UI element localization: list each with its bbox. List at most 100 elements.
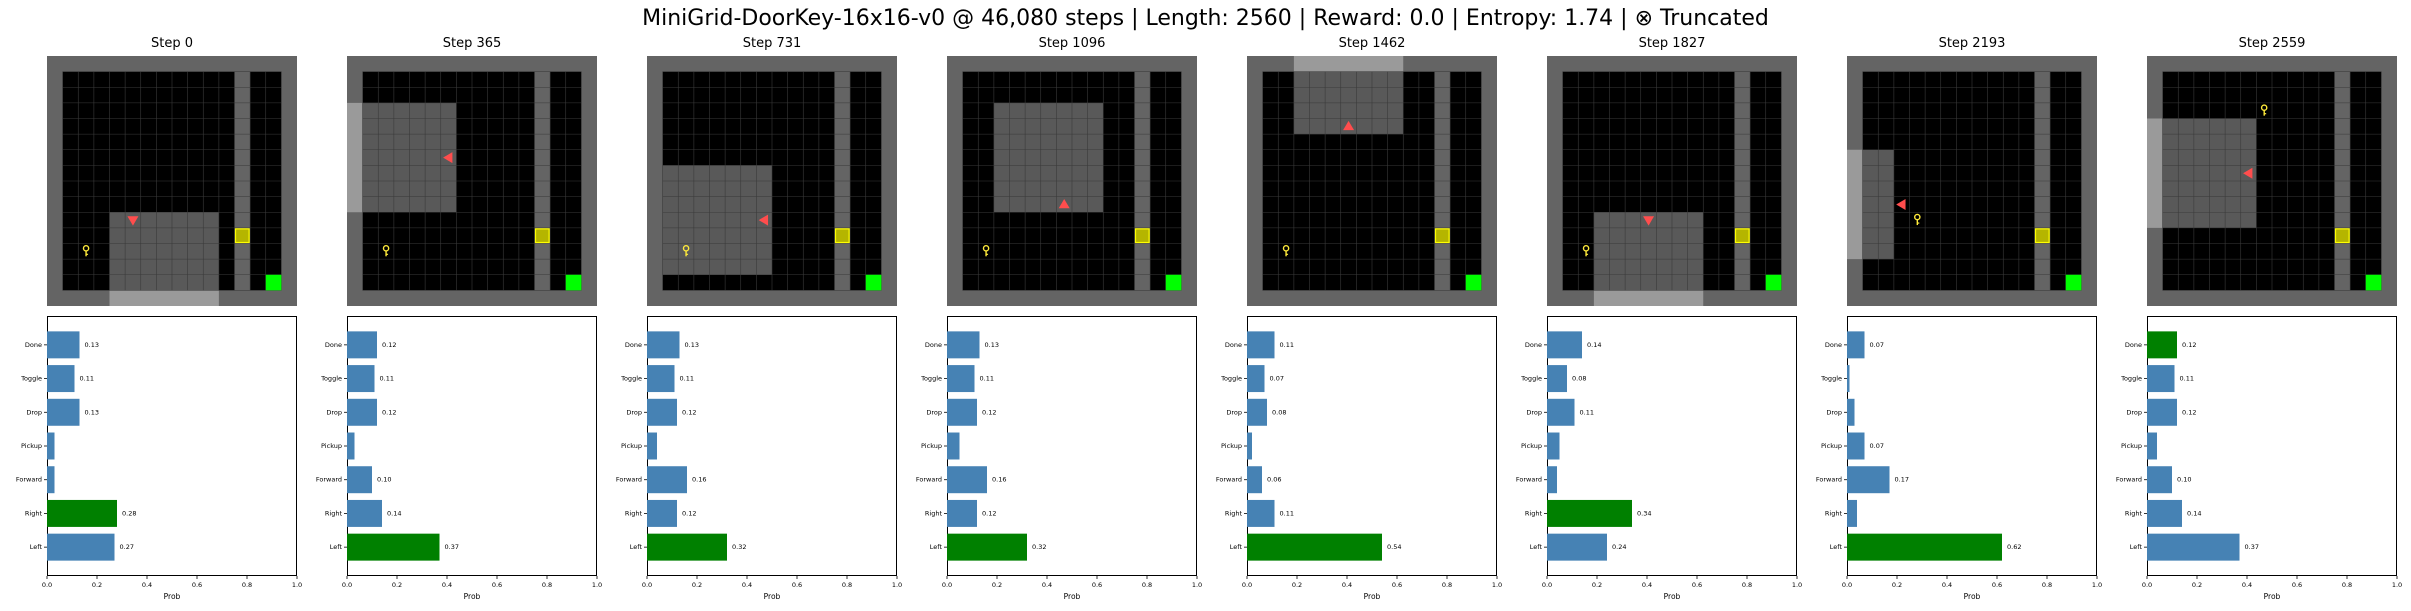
- door-icon: [2334, 228, 2350, 244]
- y-tick-label: Toggle: [920, 375, 942, 383]
- y-tick-label: Drop: [626, 408, 642, 416]
- y-tick-label: Right: [925, 509, 943, 517]
- bar-forward: [1547, 466, 1557, 494]
- x-tick-label: 0.4: [1642, 581, 1652, 589]
- bar-right: [1847, 499, 1857, 527]
- y-tick-label: Drop: [926, 408, 942, 416]
- data-label: 0.11: [1280, 341, 1294, 349]
- y-tick-label: Forward: [316, 476, 342, 484]
- y-tick-label: Pickup: [921, 442, 942, 450]
- bar-drop: [2147, 398, 2177, 426]
- x-tick-label: 0.8: [1142, 581, 1152, 589]
- x-axis-label: Prob: [1664, 592, 1681, 601]
- data-label: 0.14: [1587, 341, 1601, 349]
- y-tick-label: Pickup: [321, 442, 342, 450]
- action-prob-chart: Done 0.13 Toggle 0.11 Drop 0.12 Pickup Forward 0…: [616, 316, 902, 601]
- bar-forward: [1847, 466, 1890, 494]
- axes-frame: [347, 316, 597, 576]
- y-tick-label: Left: [30, 543, 43, 551]
- data-label: 0.12: [2182, 408, 2196, 416]
- bar-drop: [1247, 398, 1267, 426]
- x-tick-label: 0.2: [92, 581, 102, 589]
- agent-icon: [443, 152, 453, 164]
- x-tick-label: 0.8: [842, 581, 852, 589]
- bar-drop: [1847, 398, 1855, 426]
- x-tick-label: 0.6: [1992, 581, 2002, 589]
- bar-left: [347, 533, 440, 561]
- data-label: 0.32: [1032, 543, 1046, 551]
- data-label: 0.16: [992, 476, 1006, 484]
- y-tick-label: Drop: [26, 408, 42, 416]
- x-tick-label: 1.0: [2392, 581, 2402, 589]
- x-tick-label: 0.2: [992, 581, 1002, 589]
- data-label: 0.06: [1267, 476, 1281, 484]
- data-label: 0.12: [682, 509, 696, 517]
- y-tick-label: Forward: [16, 476, 42, 484]
- agent-icon: [127, 216, 139, 226]
- y-tick-label: Pickup: [1821, 442, 1842, 450]
- bar-right: [1247, 499, 1275, 527]
- data-label: 0.34: [1637, 509, 1651, 517]
- y-tick-label: Pickup: [21, 442, 42, 450]
- x-tick-label: 0.0: [942, 581, 952, 589]
- y-tick-label: Right: [325, 509, 343, 517]
- x-tick-label: 0.8: [1742, 581, 1752, 589]
- y-tick-label: Right: [25, 509, 43, 517]
- goal-icon: [865, 274, 882, 291]
- step-title: Step 365: [442, 36, 502, 51]
- goal-icon: [265, 274, 282, 291]
- x-axis-label: Prob: [2264, 592, 2281, 601]
- y-tick-label: Forward: [1816, 476, 1842, 484]
- x-tick-label: 0.8: [2342, 581, 2352, 589]
- step-panel: Step 1096 Done 0.13 Toggle 0.11 Drop 0.12 Picku…: [916, 0, 1202, 611]
- door-icon: [1134, 228, 1150, 244]
- bar-done: [2147, 331, 2177, 359]
- bar-toggle: [347, 365, 375, 393]
- data-label: 0.37: [445, 543, 459, 551]
- x-tick-label: 0.4: [442, 581, 452, 589]
- y-tick-label: Toggle: [1820, 375, 1842, 383]
- y-tick-label: Pickup: [621, 442, 642, 450]
- goal-icon: [1465, 274, 1482, 291]
- data-label: 0.14: [387, 509, 401, 517]
- bar-left: [1547, 533, 1607, 561]
- door-icon: [2034, 228, 2050, 244]
- x-tick-label: 1.0: [1792, 581, 1802, 589]
- goal-icon: [2365, 274, 2382, 291]
- agent-icon: [1643, 216, 1655, 226]
- data-label: 0.54: [1387, 543, 1401, 551]
- data-label: 0.12: [982, 509, 996, 517]
- x-tick-label: 0.4: [1942, 581, 1952, 589]
- data-label: 0.07: [1870, 442, 1884, 450]
- data-label: 0.13: [685, 341, 699, 349]
- bar-done: [47, 331, 80, 359]
- data-label: 0.62: [2007, 543, 2021, 551]
- bar-done: [1847, 331, 1865, 359]
- step-title: Step 731: [742, 36, 802, 51]
- bar-drop: [347, 398, 377, 426]
- grid-frame: [1847, 56, 2097, 306]
- door-icon: [534, 228, 550, 244]
- agent-view-highlight: [662, 165, 772, 275]
- step-panel: Step 1462 Done 0.11 Toggle 0.07 Drop 0.08 Picku…: [1216, 0, 1502, 611]
- bar-toggle: [1547, 365, 1567, 393]
- grid-frame: [47, 56, 297, 306]
- step-title: Step 1462: [1338, 36, 1406, 51]
- bar-pickup: [47, 432, 55, 460]
- goal-icon: [565, 274, 582, 291]
- data-label: 0.08: [1572, 375, 1586, 383]
- step-panel: Step 2193 Done 0.07 Toggle Drop Pickup 0.07 For…: [1816, 0, 2102, 611]
- y-tick-label: Right: [1525, 509, 1543, 517]
- y-tick-label: Done: [1825, 341, 1842, 349]
- axes-frame: [2147, 316, 2397, 576]
- agent-view-highlight: [1847, 149, 1894, 260]
- x-tick-label: 0.2: [692, 581, 702, 589]
- bar-right: [347, 499, 382, 527]
- agent-view-highlight: [993, 102, 1104, 213]
- agent-icon: [1896, 198, 1906, 210]
- step-panel: Step 1827 Done 0.14 Toggle 0.08 Drop 0.11 Picku…: [1516, 0, 1802, 611]
- door-icon: [834, 228, 850, 244]
- data-label: 0.11: [2180, 375, 2194, 383]
- data-label: 0.11: [1280, 509, 1294, 517]
- data-label: 0.13: [985, 341, 999, 349]
